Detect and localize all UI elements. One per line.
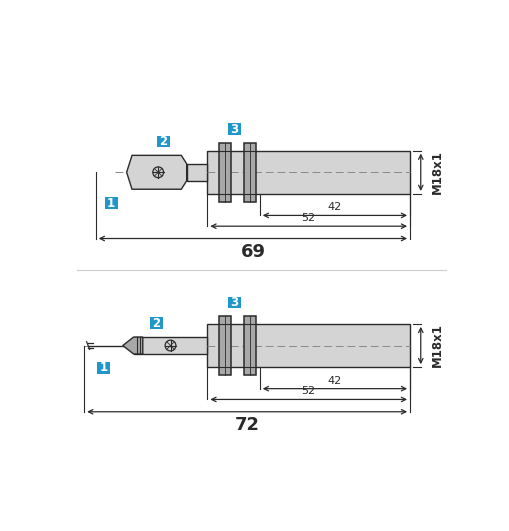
Bar bbox=[243, 316, 256, 375]
Text: 42: 42 bbox=[327, 375, 342, 386]
Text: 52: 52 bbox=[301, 387, 315, 396]
Text: 52: 52 bbox=[301, 213, 315, 223]
Polygon shape bbox=[123, 337, 143, 354]
Text: 3: 3 bbox=[230, 296, 238, 309]
FancyBboxPatch shape bbox=[228, 123, 240, 135]
FancyBboxPatch shape bbox=[228, 297, 240, 308]
Bar bbox=[133, 337, 207, 354]
Bar bbox=[207, 324, 409, 367]
Bar bbox=[218, 316, 231, 375]
Bar bbox=[218, 143, 231, 202]
Text: M18x1: M18x1 bbox=[430, 323, 443, 367]
Text: 2: 2 bbox=[152, 316, 160, 330]
Text: 1: 1 bbox=[99, 362, 107, 374]
Text: 1: 1 bbox=[107, 196, 115, 210]
Text: 2: 2 bbox=[159, 135, 167, 148]
Bar bbox=[186, 164, 207, 181]
Polygon shape bbox=[126, 156, 186, 189]
FancyBboxPatch shape bbox=[97, 362, 110, 374]
FancyBboxPatch shape bbox=[157, 136, 170, 147]
Bar bbox=[207, 151, 409, 194]
Text: M18x1: M18x1 bbox=[430, 150, 443, 194]
Text: 69: 69 bbox=[240, 243, 265, 261]
FancyBboxPatch shape bbox=[104, 198, 118, 209]
Text: 72: 72 bbox=[234, 416, 259, 434]
FancyBboxPatch shape bbox=[150, 318, 163, 329]
Text: 3: 3 bbox=[230, 123, 238, 135]
Text: 42: 42 bbox=[327, 202, 342, 212]
Bar bbox=[243, 143, 256, 202]
